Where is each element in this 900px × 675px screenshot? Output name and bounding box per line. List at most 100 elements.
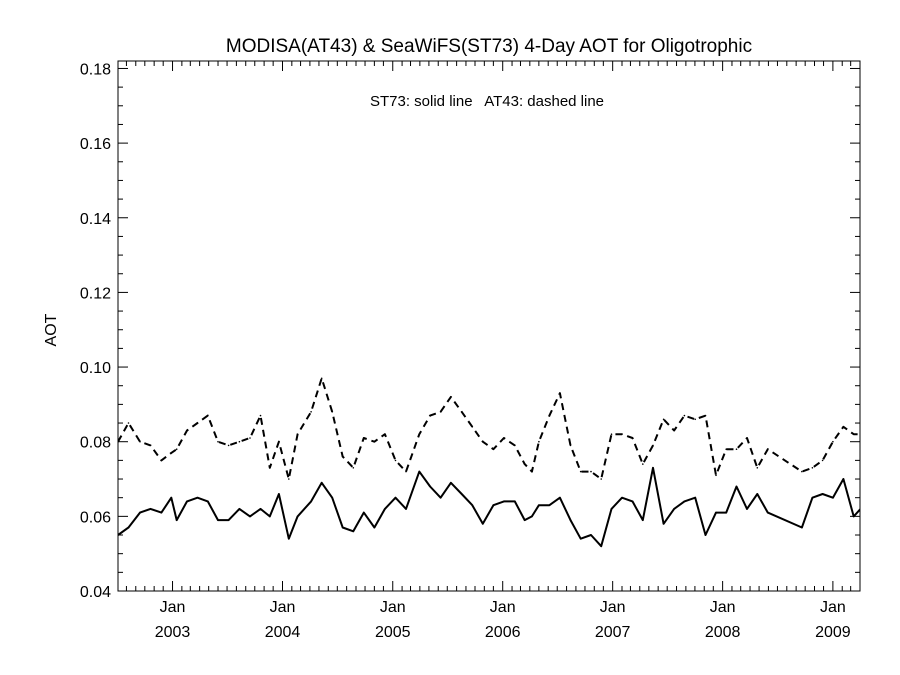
x-tick-month-label: Jan: [380, 599, 406, 616]
axis-ticks: 0.04 0.06 0.08 0.10 0.12 0.14 0.16 0.18 Jan 2003 J…: [80, 61, 861, 641]
series-solid-point: [662, 523, 665, 525]
series-solid-point: [884, 478, 886, 480]
y-axis-label: AOT: [43, 313, 60, 346]
series-dashed-point: [579, 470, 582, 473]
series-dashed-point: [471, 426, 474, 428]
series-dashed-point: [127, 422, 130, 424]
x-tick-month-label: Jan: [710, 599, 736, 616]
series-dashed-point: [642, 463, 644, 465]
series-dashed-point: [341, 455, 344, 458]
series-dashed-point: [249, 437, 251, 439]
series-solid-point: [363, 511, 365, 514]
series-dashed-point: [175, 448, 178, 451]
series-solid-point: [683, 500, 686, 503]
series-solid-point: [694, 496, 696, 499]
series-dashed-point: [352, 467, 355, 469]
series-dashed-point: [310, 411, 312, 413]
series-dashed-point: [746, 437, 748, 439]
x-tick-month-label: Jan: [600, 599, 626, 616]
series-dashed-line: [118, 377, 860, 480]
series-dashed-point: [207, 414, 209, 417]
series-dashed-point: [331, 411, 334, 413]
series-dashed-point: [186, 429, 188, 432]
series-solid-point: [259, 508, 262, 510]
series-solid-point: [863, 504, 865, 506]
series-dashed-point: [394, 459, 397, 462]
series-solid-point: [590, 534, 592, 536]
series-dashed-point: [621, 433, 623, 436]
series-dashed-point: [492, 448, 495, 451]
y-tick-label: 0.16: [80, 136, 111, 153]
series-solid-point: [852, 515, 855, 518]
series-dashed-point: [852, 433, 855, 436]
series-solid-point: [471, 504, 474, 507]
series-solid-point: [842, 478, 845, 480]
series-solid-point: [503, 500, 505, 503]
series-dashed-point: [288, 478, 290, 480]
series-solid-point: [331, 496, 334, 499]
series-dashed-point: [514, 444, 516, 447]
x-tick-year-label: 2004: [265, 624, 301, 641]
series-dashed-point: [296, 433, 299, 436]
series-solid-point: [610, 508, 613, 510]
series-dashed-point: [821, 459, 824, 462]
series-solid-point: [227, 519, 230, 521]
series-dashed-point: [735, 448, 738, 451]
y-tick-label: 0.08: [80, 435, 111, 452]
series-solid-point: [418, 470, 421, 473]
series-solid-line: [118, 466, 860, 548]
series-dashed-point: [631, 437, 634, 439]
series-solid-point: [394, 496, 397, 499]
series-solid-point: [175, 519, 178, 521]
series-solid-point: [450, 482, 452, 484]
series-solid-point: [894, 478, 896, 480]
x-tick-year-label: 2006: [485, 624, 521, 641]
series-dashed-point: [118, 440, 119, 443]
series-solid-point: [170, 496, 173, 499]
series-dashed-point: [259, 414, 262, 417]
series-dashed-point: [439, 411, 442, 413]
series-solid-point: [821, 493, 824, 495]
series-dashed-point: [460, 411, 463, 413]
series-dashed-point: [227, 444, 230, 447]
y-tick-label: 0.12: [80, 285, 111, 302]
series-dashed-point: [450, 396, 452, 398]
series-dashed-point: [196, 422, 199, 424]
y-tick-label: 0.04: [80, 584, 111, 601]
series-dashed-point: [662, 418, 665, 421]
series-dashed-point: [384, 433, 386, 436]
series-dashed-point: [238, 440, 241, 443]
series-solid-point: [249, 515, 251, 518]
series-solid-point: [514, 500, 516, 503]
x-tick-year-label: 2007: [595, 624, 631, 641]
series-dashed-point: [673, 429, 675, 432]
plot-frame: [117, 60, 861, 592]
series-solid-point: [652, 467, 654, 469]
chart-title: MODISA(AT43) & SeaWiFS(ST73) 4-Day AOT f…: [226, 36, 752, 57]
series-dashed-point: [482, 440, 484, 443]
series-solid-point: [673, 508, 675, 510]
series-dashed-point: [531, 470, 533, 473]
series-dashed-point: [715, 474, 717, 477]
series-solid-point: [127, 526, 130, 529]
series-dashed-point: [832, 440, 834, 443]
series-solid-point: [600, 545, 602, 547]
series-solid-point: [492, 504, 495, 507]
series-dashed-point: [874, 430, 876, 432]
series-solid-point: [352, 530, 355, 533]
series-solid-point: [756, 493, 759, 495]
series-solid-point: [196, 496, 199, 499]
series-solid-point: [579, 537, 582, 540]
x-tick-year-label: 2009: [815, 624, 851, 641]
series-solid-point: [238, 508, 241, 510]
series-dashed-point: [170, 452, 173, 454]
series-solid-point: [118, 534, 119, 536]
series-solid-point: [767, 511, 769, 514]
series-solid-point: [523, 519, 526, 521]
series-solid-point: [405, 508, 407, 510]
series-dashed-point: [569, 444, 572, 447]
y-tick-label: 0.18: [80, 61, 111, 78]
x-tick-month-label: Jan: [490, 599, 516, 616]
series-solid-point: [341, 526, 344, 529]
series-solid-point: [217, 519, 219, 521]
